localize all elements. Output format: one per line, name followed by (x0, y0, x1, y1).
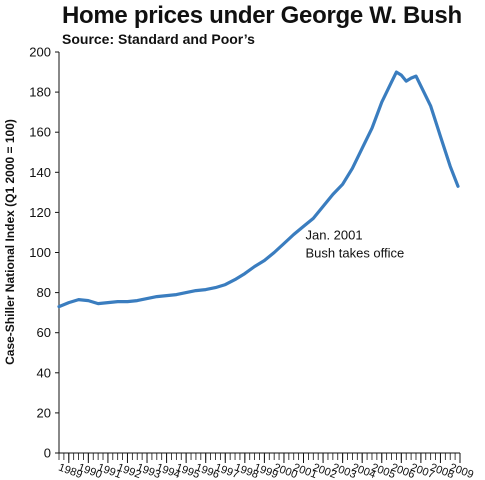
y-tick-label: 60 (37, 325, 51, 340)
annotation-text: Bush takes office (306, 245, 405, 260)
y-tick-label: 180 (29, 85, 51, 100)
y-tick-label: 20 (37, 405, 51, 420)
series-line (57, 70, 460, 309)
y-tick-label: 140 (29, 165, 51, 180)
y-tick-label: 160 (29, 125, 51, 140)
y-tick-label: 100 (29, 245, 51, 260)
annotation-text: Jan. 2001 (306, 227, 363, 242)
y-tick-label: 80 (37, 285, 51, 300)
y-tick-label: 0 (44, 446, 51, 461)
y-tick-label: 120 (29, 205, 51, 220)
y-axis-title: Case-Shiller National Index (Q1 2000 = 1… (3, 119, 17, 365)
y-tick-label: 40 (37, 365, 51, 380)
y-tick-label: 200 (29, 45, 51, 60)
chart-title: Home prices under George W. Bush (62, 2, 462, 29)
chart-subtitle: Source: Standard and Poor’s (62, 31, 255, 47)
